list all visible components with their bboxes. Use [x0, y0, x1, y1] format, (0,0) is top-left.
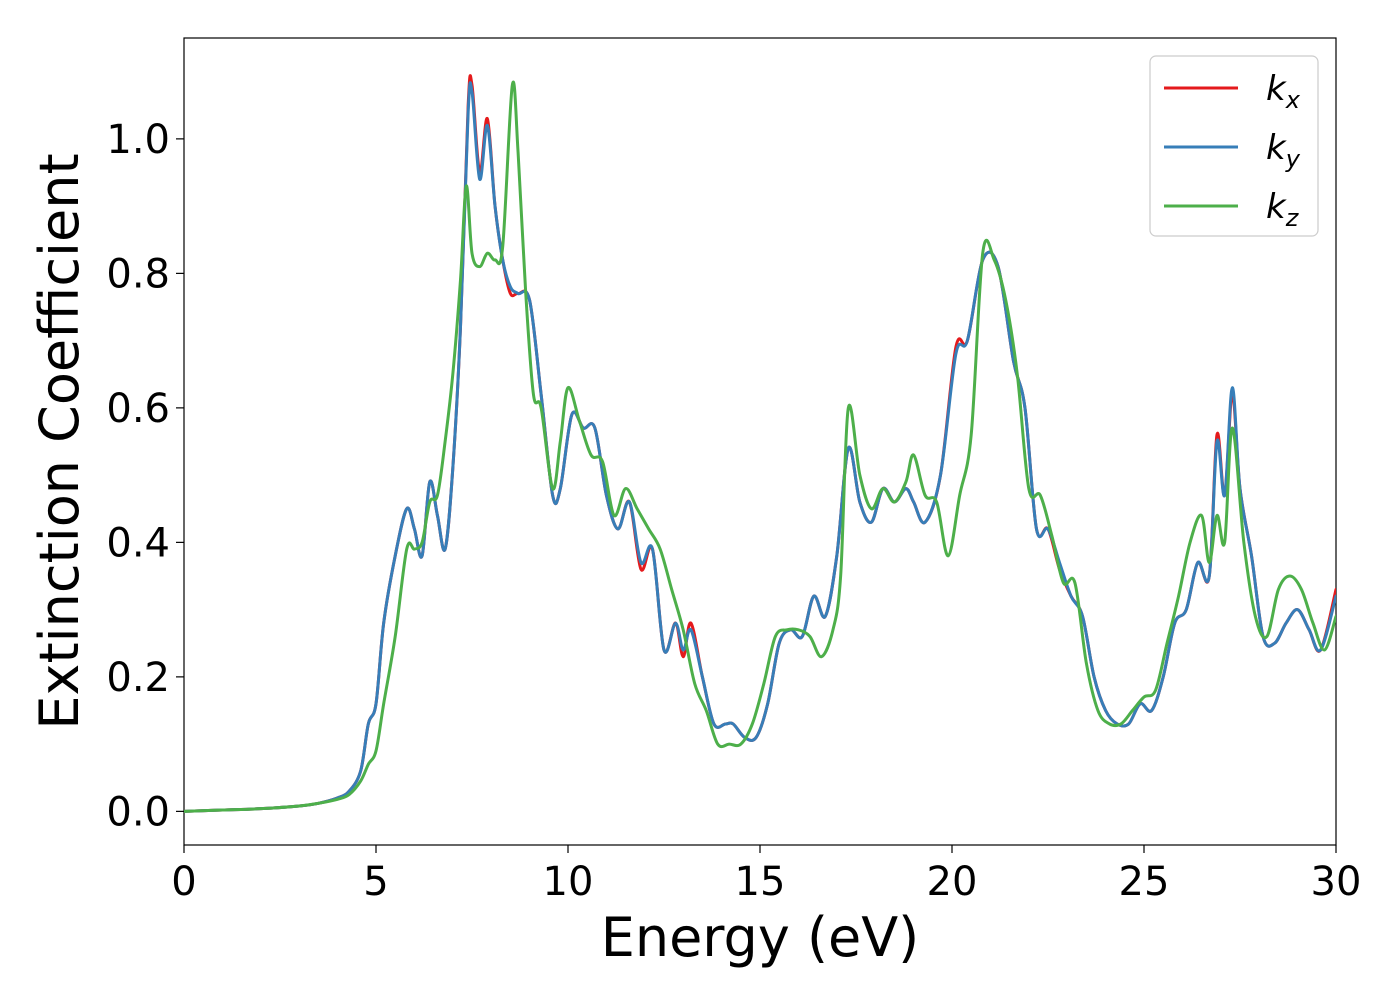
x-tick-label: 30: [1311, 859, 1362, 905]
y-tick-label: 1.0: [106, 117, 170, 163]
y-tick-label: 0.2: [106, 655, 170, 701]
y-tick-label: 0.0: [106, 789, 170, 835]
series-line-kz: [184, 80, 1336, 813]
x-tick-label: 0: [171, 859, 196, 905]
x-axis-ticks: 0 5 10 15 20 25 30: [171, 845, 1361, 905]
y-axis-ticks: 0.0 0.2 0.4 0.6 0.8 1.0: [106, 117, 184, 835]
legend: kx ky kz: [1149, 55, 1319, 237]
y-tick-label: 0.8: [106, 251, 170, 297]
x-tick-label: 15: [735, 859, 786, 905]
legend-label-kz: kz: [1266, 187, 1300, 232]
x-tick-label: 10: [543, 859, 594, 905]
y-tick-label: 0.6: [106, 386, 170, 432]
y-tick-label: 0.4: [106, 520, 170, 566]
legend-label-kx: kx: [1266, 69, 1301, 114]
x-tick-label: 25: [1119, 859, 1170, 905]
y-axis-title: Extinction Coefficient: [28, 153, 91, 729]
x-tick-label: 20: [927, 859, 978, 905]
x-axis-title: Energy (eV): [601, 906, 920, 969]
series-line-ky: [184, 81, 1336, 813]
legend-label-ky: ky: [1266, 128, 1301, 173]
x-tick-label: 5: [363, 859, 388, 905]
series-layer: [184, 74, 1336, 813]
